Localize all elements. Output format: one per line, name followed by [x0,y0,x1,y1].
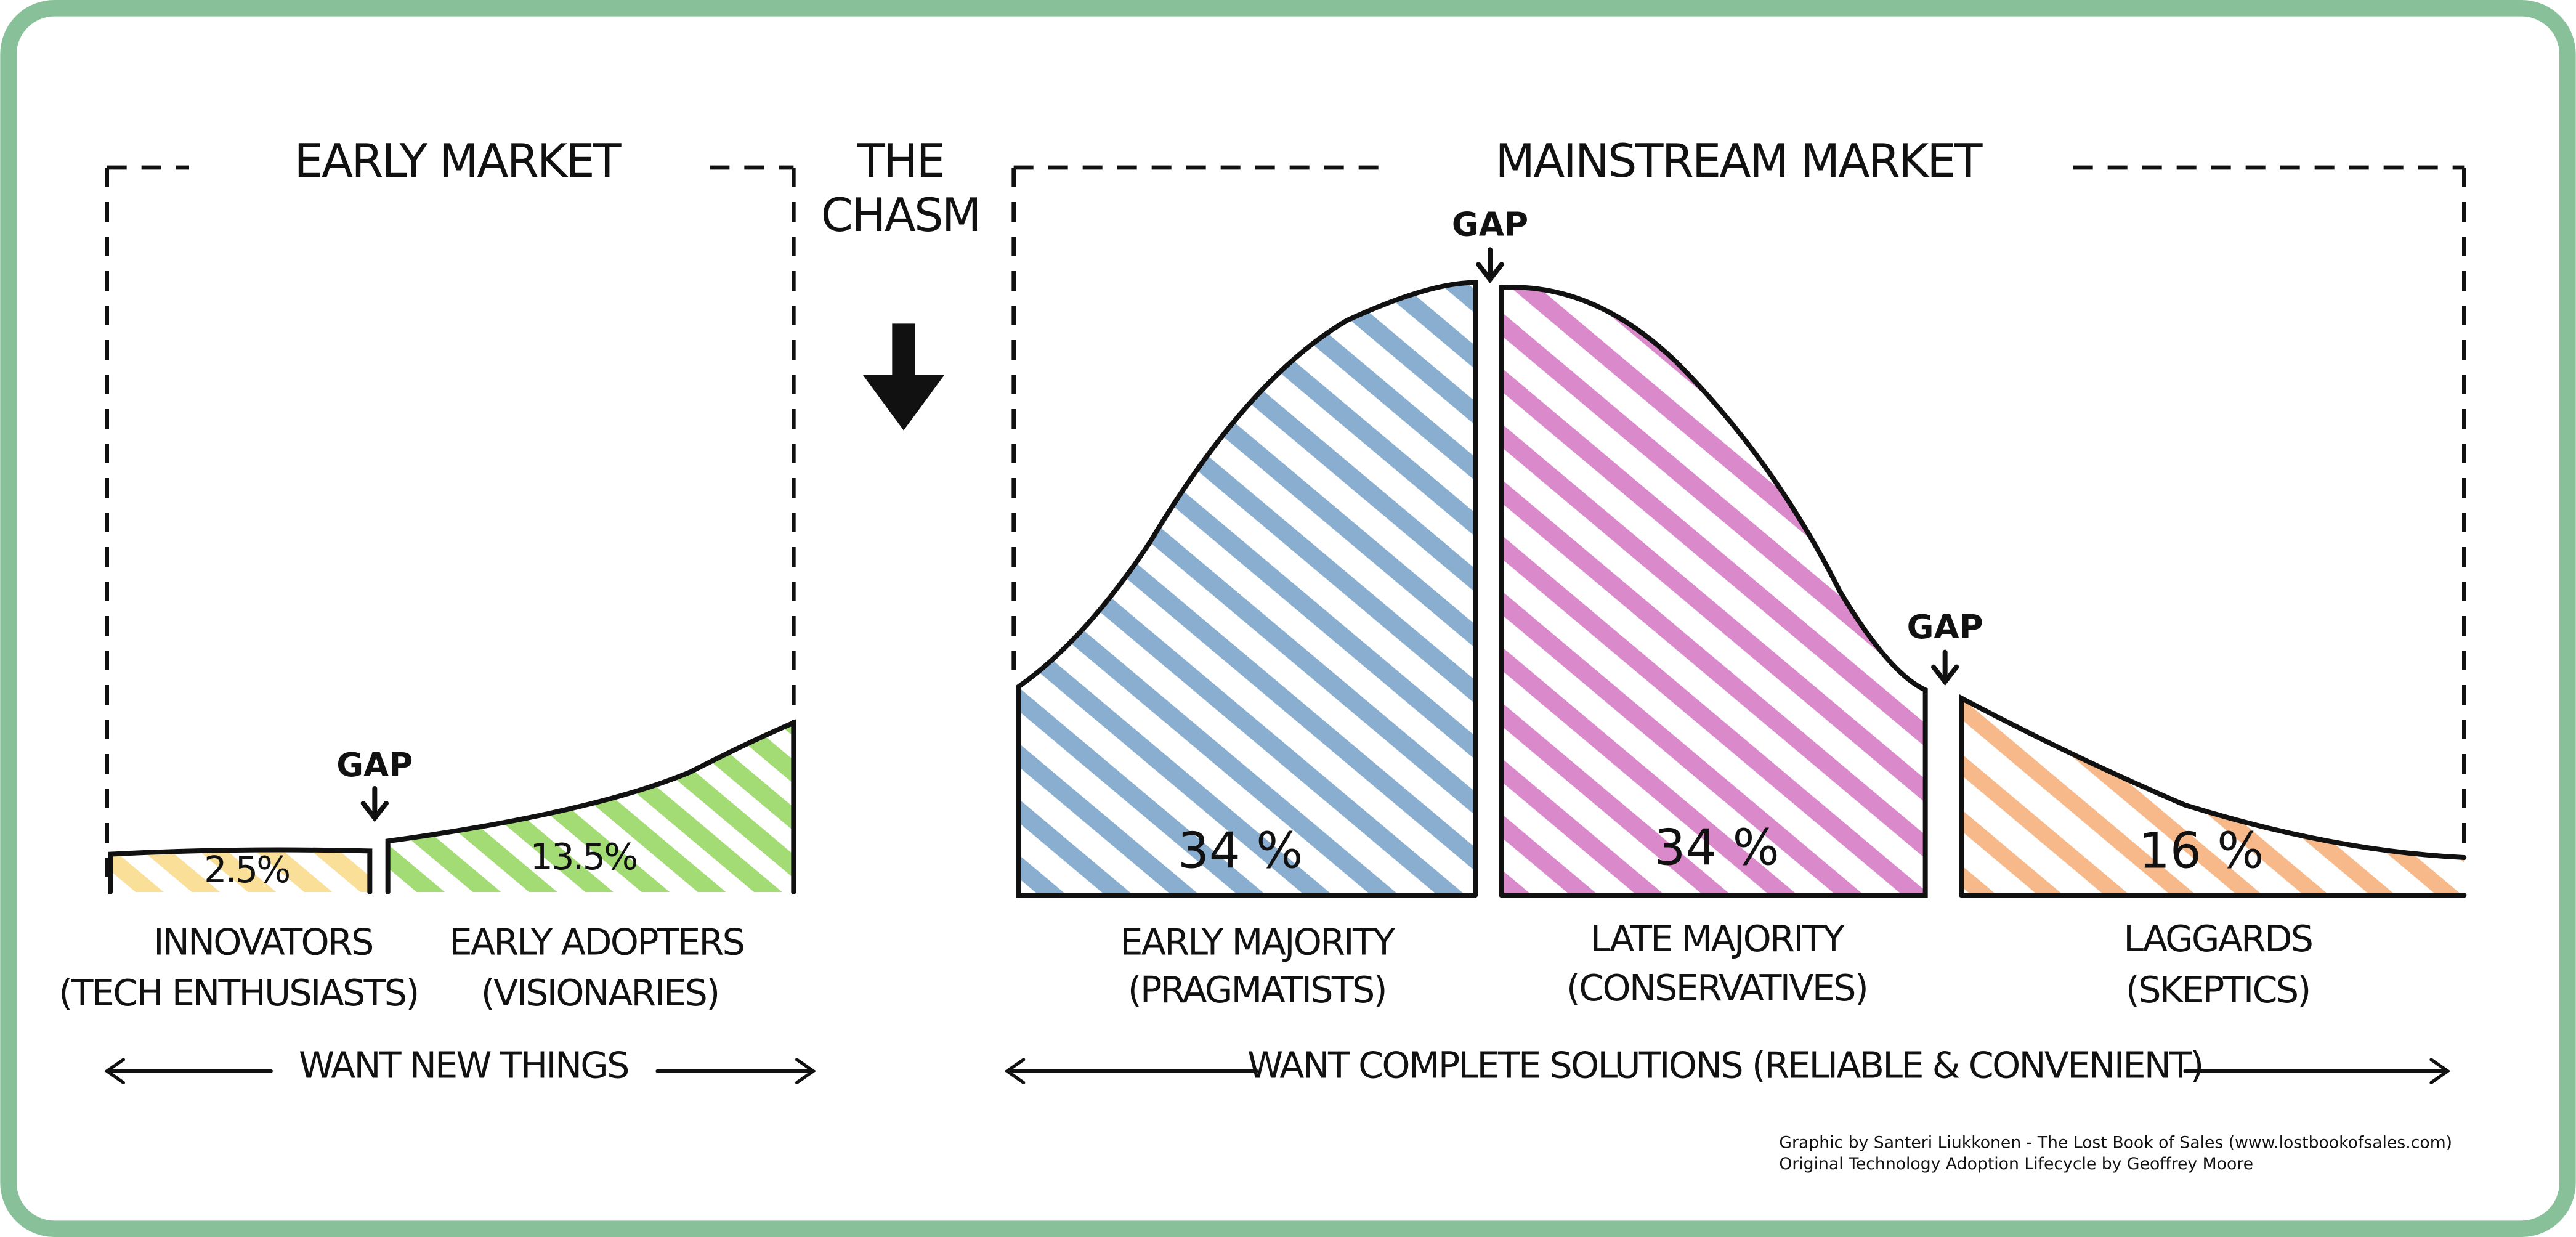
late-majority-area [1501,287,1926,896]
laggards-area [1961,698,2465,896]
gap-arrow [1476,247,1504,283]
late-majority-label: LATE MAJORITY [1590,918,1845,960]
laggards-outline [1959,694,2467,898]
laggards-share: 16 % [2139,822,2264,880]
early-market-box [105,165,796,887]
mainstream-market-box [1011,165,2466,854]
credit: Graphic by Santeri Liukkonen - The Lost … [1779,1134,2452,1153]
innovators-sublabel: (TECH ENTHUSIASTS) [59,972,418,1014]
innovators-area [110,850,370,892]
laggards-sublabel: (SKEPTICS) [2126,969,2310,1011]
innovators-label: INNOVATORS [153,921,372,963]
chasm-title-line: CHASM [821,189,980,242]
credit: Original Technology Adoption Lifecycle b… [1779,1154,2253,1174]
late-majority-sublabel: (CONSERVATIVES) [1566,967,1867,1009]
gap-label: GAP [336,745,413,784]
chasm-title-line: THE [856,134,944,188]
late-majority-outline [1499,285,1928,898]
late-majority-share: 34 % [1654,819,1779,876]
gap-arrow [1931,649,1959,686]
early-adopters-outline [385,719,796,894]
gap-label: GAP [1452,205,1528,244]
early-majority-outline [1016,280,1478,898]
gap-label: GAP [1907,607,1983,646]
early-arrow-label: WANT NEW THINGS [299,1044,628,1086]
early-majority-area [1018,282,1475,896]
laggards-label: LAGGARDS [2123,918,2312,960]
early-market-title: EARLY MARKET [294,134,622,188]
early-majority-share: 34 % [1178,822,1303,880]
early-majority-label: EARLY MAJORITY [1120,921,1395,963]
early-adopters-area [387,723,794,892]
early-adopters-sublabel: (VISIONARIES) [481,972,719,1014]
innovators-share: 2.5% [204,849,289,891]
early-adopters-share: 13.5% [530,836,636,878]
innovators-outline [108,847,373,894]
early-majority-sublabel: (PRAGMATISTS) [1128,969,1386,1011]
gap-arrow [360,786,389,822]
mainstream-arrow [1004,1058,2451,1084]
early-adopters-label: EARLY ADOPTERS [449,921,743,963]
chasm-arrow [862,323,945,431]
mainstream-arrow-label: WANT COMPLETE SOLUTIONS (RELIABLE & CONV… [1247,1044,2202,1086]
mainstream-market-title: MAINSTREAM MARKET [1495,134,1982,188]
early-arrow [104,1058,816,1084]
